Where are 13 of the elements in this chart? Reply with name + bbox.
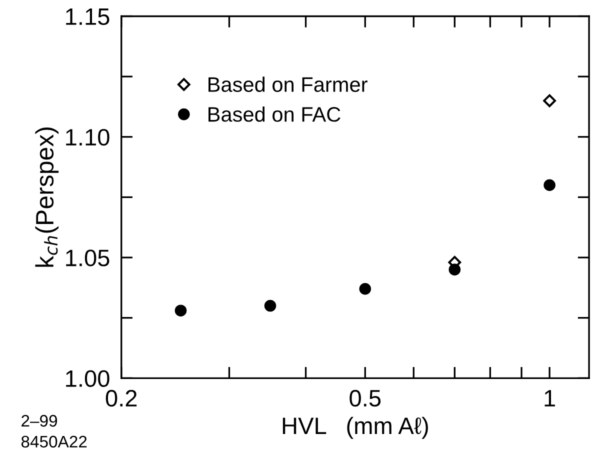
x-tick-label: 0.2 — [106, 390, 137, 407]
y-axis-title: k$_{ch}$(Perspex) — [35, 128, 59, 267]
y-tick-label: 1.05 — [66, 250, 110, 266]
x-axis-title: HVL (mm Aℓ) — [282, 416, 428, 439]
x-tick-label: 0.5 — [350, 390, 381, 407]
y-tick-label: 1.15 — [66, 8, 110, 26]
legend-label: Based on FAC — [208, 106, 340, 122]
y-tick-label: 1.10 — [66, 128, 110, 146]
text: 2–99 — [22, 414, 58, 427]
x-tick-label: 1 — [544, 390, 555, 406]
legend-label: Based on Farmer — [208, 76, 368, 92]
y-tick-label: 1.00 — [66, 370, 110, 387]
text: 8450A22 — [21, 436, 87, 448]
